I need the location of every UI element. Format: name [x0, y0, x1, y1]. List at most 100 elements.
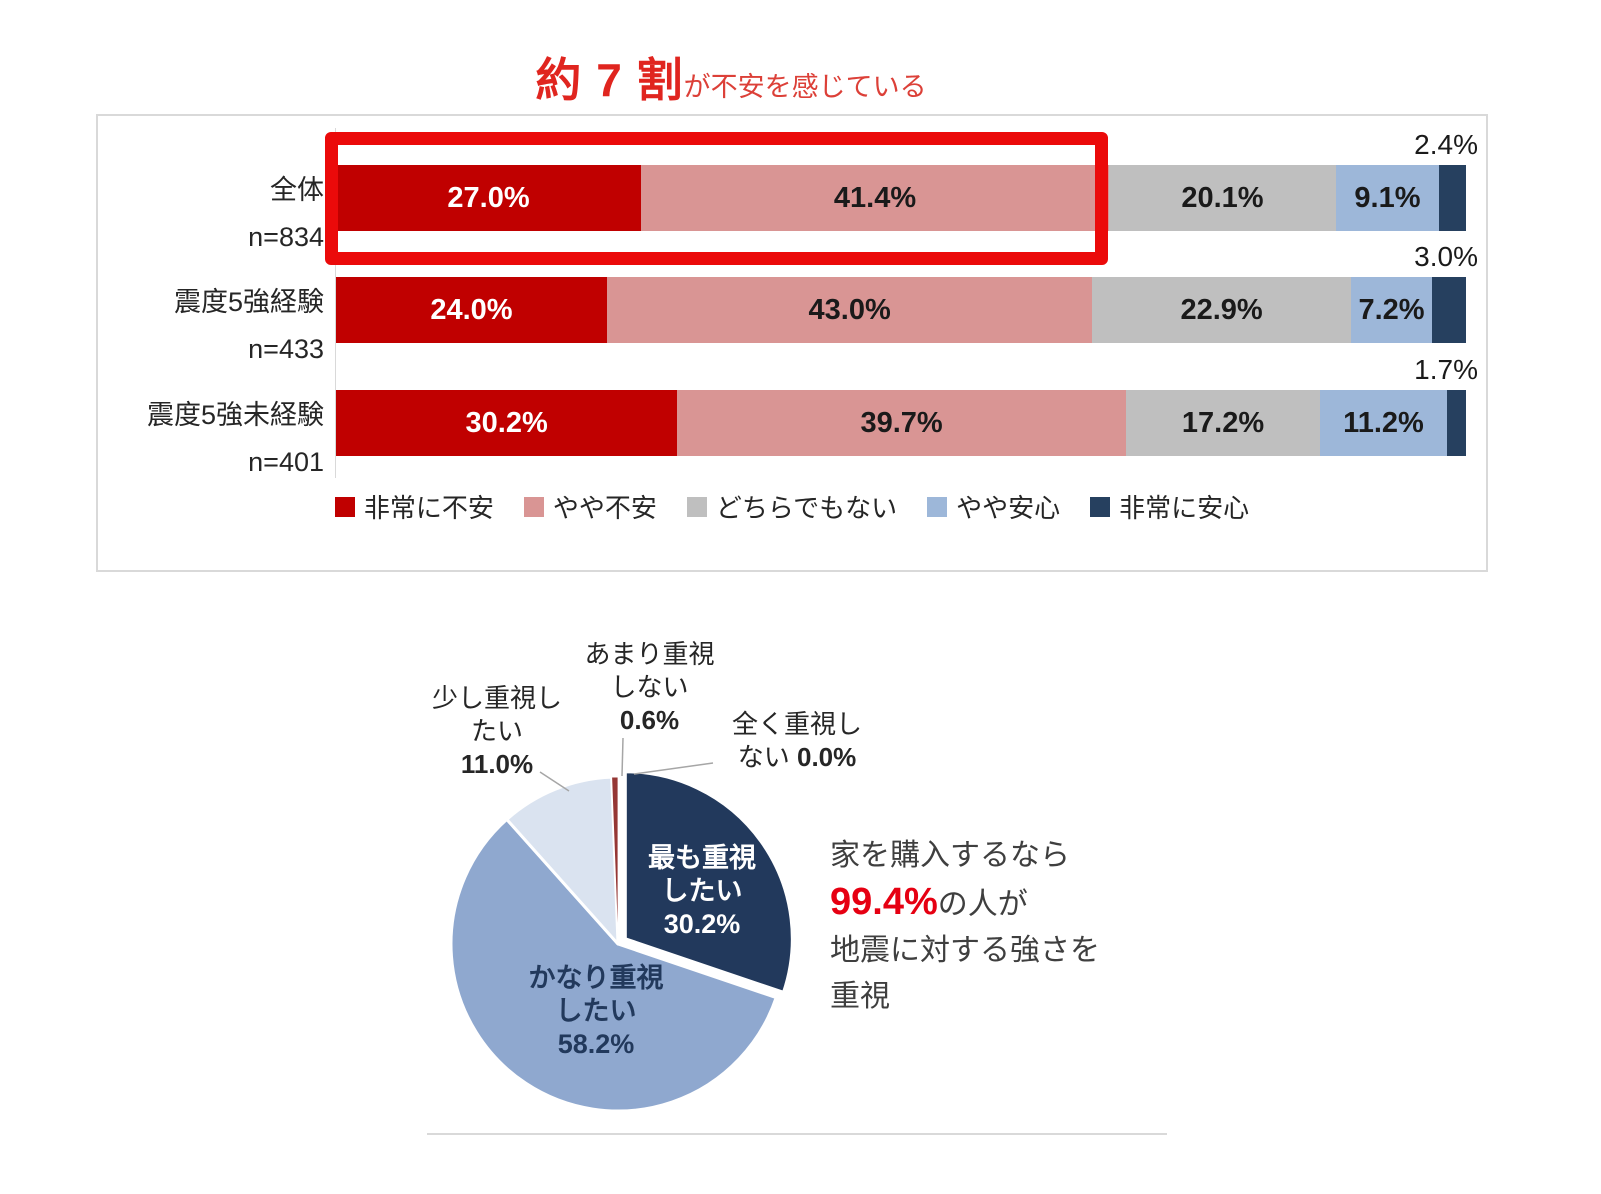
bar-segment: 9.1% [1336, 165, 1439, 231]
pie-slice [505, 775, 620, 946]
pie-label-line: 最も重視 [648, 843, 756, 873]
pie-label-line: 30.2% [663, 909, 741, 939]
bar-outside-value: 3.0% [1414, 241, 1478, 272]
pie-label-line: したい [661, 876, 743, 906]
pie-slice [449, 817, 778, 1113]
legend-label: やや安心 [956, 493, 1061, 523]
bar-segment [1438, 165, 1466, 231]
category-axis-line [335, 128, 336, 478]
pie-label-line: 少し重視し [431, 683, 562, 713]
annotation-line-2: 99.4%の人が [830, 879, 1100, 928]
pie-label-line: たい [470, 716, 523, 746]
bar-segment: 30.2% [336, 390, 678, 456]
legend-item: やや不安 [523, 488, 657, 525]
legend-label: やや不安 [552, 493, 657, 523]
bar-outside-value: 2.4% [1414, 129, 1478, 160]
bar-category-label: 全体 n=834 [98, 167, 324, 261]
pie-slice-label: 少し重視し たい 11.0% [407, 682, 587, 781]
bar-row: 30.2% 39.7% 17.2% 11.2% [336, 390, 1466, 456]
legend-item: 非常に不安 [334, 488, 494, 525]
bar-segment: 11.2% [1320, 390, 1447, 456]
pie-label-line: 58.2% [557, 1029, 635, 1059]
bar-segment [1446, 390, 1466, 456]
annotation-line-1: 家を購入するなら [830, 839, 1070, 872]
legend-swatch-icon [334, 496, 355, 517]
bar-category-label: 震度5強未経験 n=401 [98, 392, 324, 486]
bar-segment-value: 30.2% [465, 406, 548, 439]
pie-label-line: 全く重視し [731, 709, 862, 739]
legend-label: どちらでもない [715, 493, 898, 523]
legend-label: 非常に不安 [363, 493, 494, 523]
pie-slice [623, 770, 794, 994]
category-name: 全体 [270, 175, 324, 205]
highlight-box [325, 132, 1108, 265]
legend-label: 非常に安心 [1119, 493, 1250, 523]
category-n: n=433 [248, 334, 324, 364]
category-n: n=401 [248, 447, 324, 477]
pie-annotation: 家を購入するなら 99.4%の人が 地震に対する強さを 重視 [830, 833, 1100, 1020]
bar-segment: 41.4% [641, 165, 1109, 231]
bar-segment: 20.1% [1108, 165, 1337, 231]
bar-segment-value: 11.2% [1343, 406, 1424, 439]
category-name: 震度5強未経験 [146, 400, 324, 430]
pie-slice-label: 最も重視 したい 30.2% [602, 842, 802, 941]
legend-swatch-icon [1090, 496, 1111, 517]
bar-segment: 22.9% [1092, 277, 1351, 343]
legend-swatch-icon [686, 496, 707, 517]
pie-label-line: 11.0% [460, 749, 534, 779]
legend-item: やや安心 [927, 488, 1060, 525]
bar-segment-value: 43.0% [808, 293, 891, 326]
bar-chart-legend: 非常に不安 やや不安 どちらでもない やや安心 非常に安心 [98, 488, 1486, 525]
category-name: 震度5強経験 [173, 287, 324, 317]
legend-item: どちらでもない [686, 488, 898, 525]
legend-swatch-icon [523, 496, 544, 517]
pie-label-line: かなり重視 [528, 963, 664, 993]
bar-segment-value: 24.0% [430, 293, 513, 326]
pie-slice-label: かなり重視 したい 58.2% [496, 962, 696, 1061]
pie-label-line: あまり重視 [584, 639, 715, 669]
pie-slice-label: あまり重視 しない 0.6% [562, 638, 737, 737]
bottom-divider [427, 1133, 1167, 1135]
bar-outside-value: 1.7% [1414, 354, 1478, 385]
pie-chart [449, 737, 794, 1113]
bar-chart-title: 約 7 割が不安を感じている [96, 44, 1366, 110]
bar-row: 24.0% 43.0% 22.9% 7.2% [336, 277, 1466, 343]
bar-segment: 27.0% [336, 165, 642, 231]
pie-leader-line [539, 771, 570, 792]
bar-segment-value: 41.4% [833, 181, 917, 214]
legend-swatch-icon [927, 496, 948, 517]
annotation-percent: 99.4% [830, 881, 938, 923]
bar-segment [1432, 277, 1466, 343]
bar-segment-value: 7.2% [1358, 293, 1425, 326]
legend-item: 非常に安心 [1090, 488, 1249, 525]
pie-leader-line [621, 737, 624, 777]
bar-segment: 7.2% [1350, 277, 1433, 343]
title-suffix: が不安を感じている [683, 72, 927, 102]
bar-segment-value: 20.1% [1181, 181, 1264, 214]
bar-segment-value: 9.1% [1354, 181, 1421, 214]
title-highlight: 約 7 割 [535, 54, 684, 106]
bar-category-label: 震度5強経験 n=433 [98, 279, 324, 373]
pie-label-line: 0.6% [619, 705, 680, 735]
pie-label-line: しない [610, 672, 689, 702]
pie-label-line: ない 0.0% [737, 742, 857, 772]
bar-segment: 39.7% [677, 390, 1126, 456]
pie-label-line: したい [555, 996, 637, 1026]
annotation-line-3: 地震に対する強さを [830, 934, 1100, 967]
bar-segment-value: 27.0% [447, 181, 530, 214]
bar-chart-panel: 全体 n=834 27.0% 41.4% 20.1% 9.1% 2.4% 震度5強経験 n=43… [96, 114, 1488, 572]
category-n: n=834 [248, 222, 324, 252]
bar-segment-value: 17.2% [1181, 406, 1265, 439]
bar-segment: 17.2% [1125, 390, 1321, 456]
bar-segment: 43.0% [606, 277, 1093, 343]
bar-row: 27.0% 41.4% 20.1% 9.1% [336, 165, 1466, 231]
pie-slice-label: 全く重視し ない 0.0% [697, 708, 897, 774]
bar-segment: 24.0% [336, 277, 607, 343]
annotation-line-2-rest: の人が [937, 888, 1028, 921]
pie-leader-line [633, 762, 714, 775]
annotation-line-4: 重視 [830, 980, 890, 1013]
bar-segment-value: 22.9% [1180, 293, 1263, 326]
bar-segment-value: 39.7% [860, 406, 943, 439]
pie-slice [611, 776, 619, 945]
